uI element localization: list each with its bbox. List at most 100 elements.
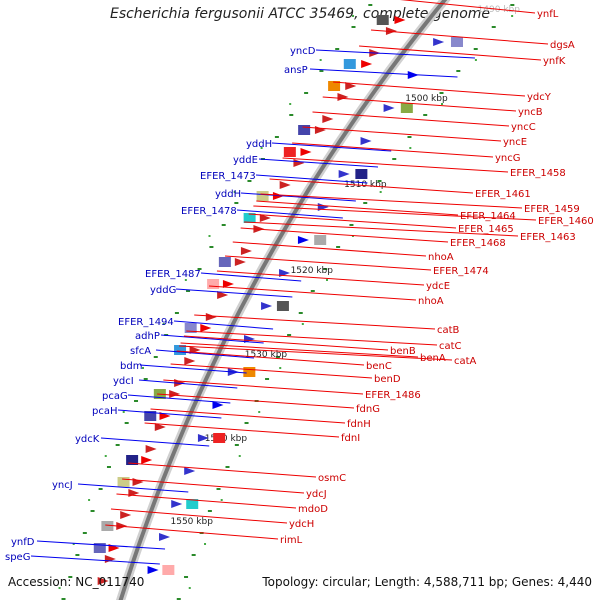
cog-block	[243, 367, 256, 377]
kbp-label: 1530 kbp	[245, 350, 288, 360]
gene-label-right: yncG	[495, 153, 521, 164]
gene-label-right: nhoA	[428, 252, 454, 263]
gene-leader-right	[122, 478, 305, 494]
gene-label-right: rimL	[280, 535, 303, 546]
ring-dot	[474, 59, 477, 61]
gene-leader-left	[117, 409, 222, 419]
ring-tick	[197, 268, 202, 270]
ring-dot	[208, 235, 211, 237]
gene-label-left: yddG	[150, 285, 176, 296]
gene-leader-left	[175, 288, 293, 298]
gene-label-left: adhP	[135, 331, 160, 342]
ring-tick	[90, 510, 95, 512]
gene-leader-right	[105, 524, 279, 540]
gene-label-right: yncC	[511, 122, 536, 133]
gene-leader-left	[30, 555, 160, 565]
cog-block	[276, 301, 289, 311]
ring-tick	[265, 378, 270, 380]
reverse-gene-arrow	[293, 159, 305, 167]
kbp-label: 1500 kbp	[405, 94, 448, 104]
ring-dot	[260, 147, 263, 149]
gene-leader-right	[183, 335, 389, 351]
gene-leader-left	[77, 483, 189, 493]
gene-leader-right	[240, 227, 449, 243]
ring-tick	[407, 136, 412, 138]
gene-label-right: EFER_1486	[365, 390, 421, 401]
gene-label-right: EFER_1474	[433, 266, 489, 277]
cog-block	[144, 411, 157, 421]
ring-tick	[491, 26, 496, 28]
ring-dot	[162, 323, 165, 325]
reverse-gene-arrow	[97, 577, 109, 585]
gene-leader-right	[370, 29, 549, 45]
gene-label-left: sfcA	[130, 346, 151, 357]
gene-label-right: benA	[420, 353, 446, 364]
ring-tick	[392, 158, 397, 160]
gene-label-right: fdnG	[356, 404, 380, 415]
ring-dot	[58, 587, 61, 589]
gene-leader-right	[157, 393, 355, 409]
cog-block	[376, 15, 389, 25]
ring-tick	[363, 202, 368, 204]
gene-label-right: yncB	[518, 107, 543, 118]
gene-label-right: osmC	[318, 473, 346, 484]
reverse-gene-arrow	[345, 82, 357, 90]
reverse-gene-arrow	[314, 126, 326, 134]
reverse-gene-arrow	[300, 148, 312, 156]
ring-tick	[368, 4, 373, 6]
gene-leader-left	[200, 272, 302, 282]
ring-dot	[188, 587, 191, 589]
gene-label-right: yncE	[503, 137, 527, 148]
cog-block	[93, 543, 106, 553]
gene-leader-left	[271, 142, 392, 152]
reverse-gene-arrow	[337, 93, 349, 101]
ring-tick	[82, 532, 87, 534]
reverse-gene-arrow	[322, 115, 334, 123]
ring-dot	[511, 15, 514, 17]
gene-leader-right	[302, 126, 502, 142]
ring-tick	[310, 290, 315, 292]
ring-dot	[220, 499, 223, 501]
reverse-gene-arrow	[279, 181, 291, 189]
gene-leader-right	[359, 45, 542, 61]
gene-label-right: EFER_1464	[460, 211, 516, 222]
ring-tick	[106, 466, 111, 468]
forward-gene-arrow	[147, 566, 159, 574]
gene-leader-right	[253, 205, 537, 221]
cog-block	[283, 147, 296, 157]
reverse-gene-arrow	[259, 214, 271, 222]
gene-leader-right	[179, 345, 453, 361]
gene-label-left: yddH	[246, 139, 272, 150]
gene-label-right: fdnI	[341, 433, 360, 444]
cog-block	[355, 169, 368, 179]
gene-leader-right	[312, 111, 510, 127]
reverse-gene-arrow	[200, 324, 212, 332]
ring-tick	[115, 444, 120, 446]
ring-dot	[319, 59, 322, 61]
ring-tick	[234, 444, 239, 446]
reverse-gene-arrow	[141, 456, 153, 464]
ring-tick	[61, 598, 66, 600]
gene-leader-right	[150, 408, 346, 424]
reverse-gene-arrow	[385, 27, 397, 35]
gene-leader-left	[160, 334, 264, 344]
ring-tick	[336, 246, 341, 248]
ring-tick	[184, 576, 189, 578]
gene-leader-right	[248, 213, 457, 229]
backbone-shadow	[115, 0, 451, 600]
cog-block	[162, 565, 175, 575]
cog-block	[101, 521, 114, 531]
cog-block	[213, 433, 226, 443]
ring-tick	[287, 334, 292, 336]
ring-dot	[279, 367, 282, 369]
gene-label-left: ydcK	[75, 434, 100, 445]
gene-label-left: ynfD	[11, 537, 35, 548]
cog-block	[343, 59, 356, 69]
ring-dot	[352, 15, 355, 17]
gene-leader-right	[116, 493, 297, 509]
kbp-label: 1490 kbp	[478, 5, 521, 15]
gene-leader-right	[333, 81, 526, 97]
ring-dot	[441, 103, 444, 105]
forward-gene-arrow	[261, 302, 273, 310]
